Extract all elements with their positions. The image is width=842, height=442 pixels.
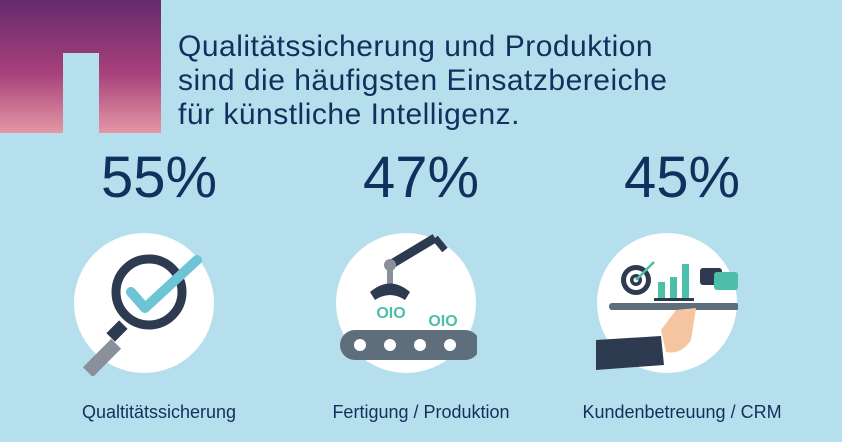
stat-label-quality: Qualtitätssicherung: [81, 402, 237, 422]
stat-percent-production: 47%: [362, 145, 480, 210]
headline-line-2: sind die häufigsten Einsatzbereiche: [178, 64, 668, 97]
stat-label-crm: Kundenbetreuung / CRM: [582, 402, 782, 422]
decorative-notch: [63, 53, 99, 133]
headline-line-1: Qualitätssicherung und Produktion: [178, 30, 654, 63]
stat-percent-quality: 55%: [100, 145, 218, 210]
serving-tray-icon: [596, 233, 738, 373]
stat-percent-crm: 45%: [623, 145, 741, 210]
magnifier-check-icon: [74, 233, 214, 376]
svg-text:OIO: OIO: [376, 305, 405, 322]
stat-label-production: Fertigung / Produktion: [332, 402, 510, 422]
headline: Qualitätssicherung und Produktion sind d…: [178, 30, 667, 132]
headline-line-3: für künstliche Intelligenz.: [178, 98, 521, 131]
svg-text:OIO: OIO: [428, 313, 457, 330]
robot-arm-conveyor-icon: OIO OIO: [336, 233, 477, 373]
